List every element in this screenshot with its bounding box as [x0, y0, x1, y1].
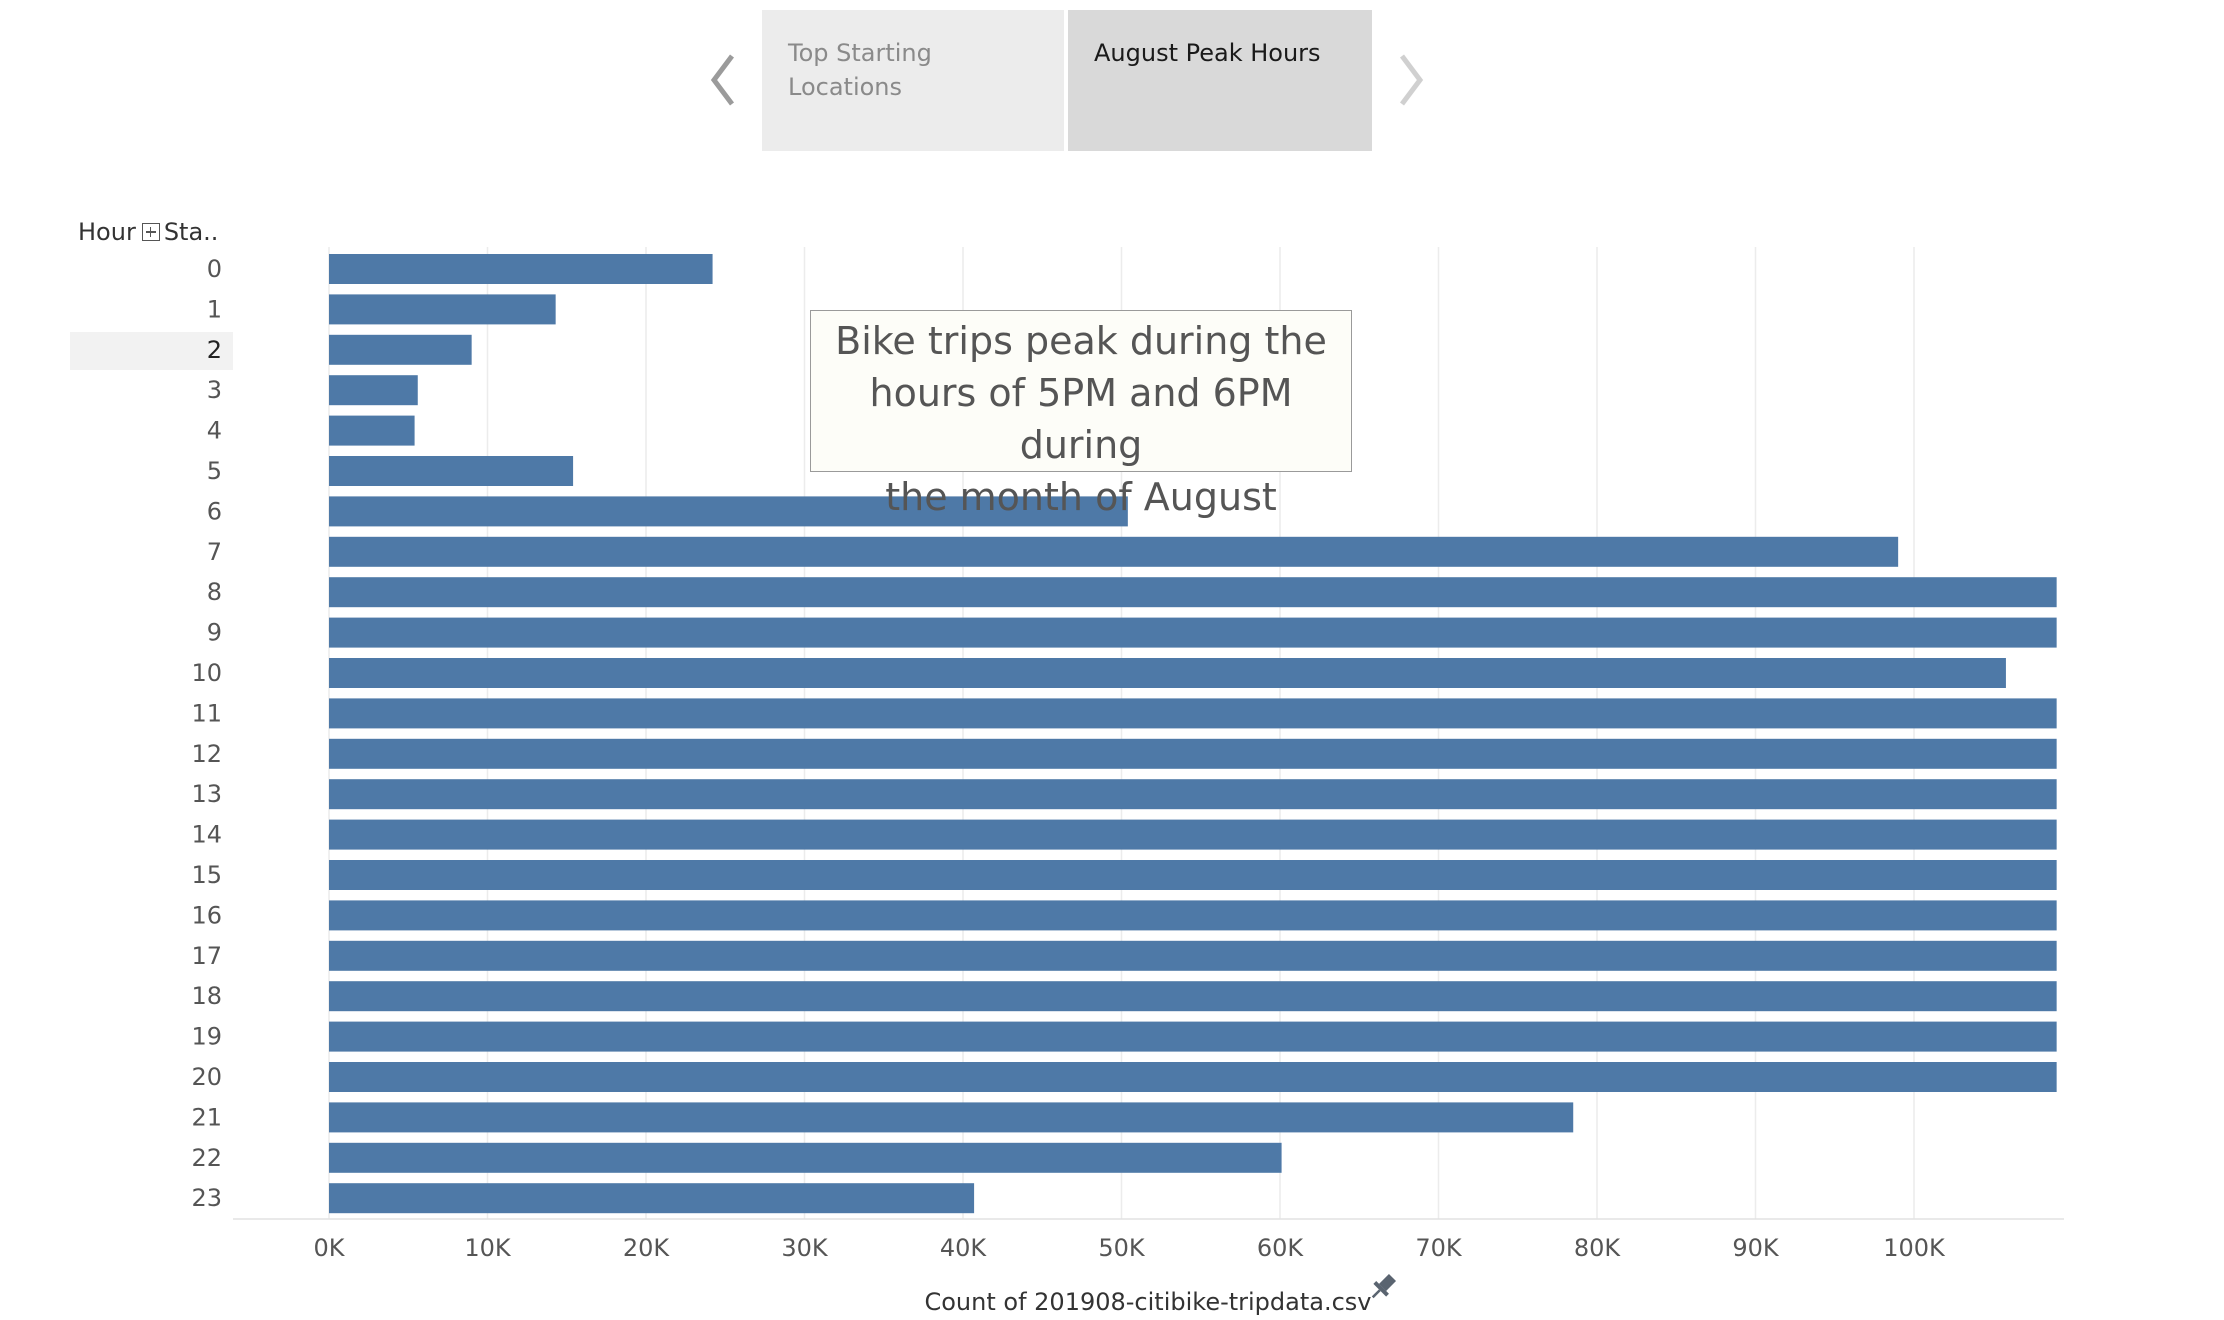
annotation-line: the month of August [885, 475, 1277, 519]
y-category-label[interactable]: 17 [191, 942, 222, 970]
x-axis-title: Count of 201908-citibike-tripdata.csv [924, 1288, 1371, 1316]
bar-hour-11[interactable] [329, 698, 2057, 729]
bar-hour-16[interactable] [329, 900, 2057, 931]
y-category-label[interactable]: 12 [191, 740, 222, 768]
bar-hour-9[interactable] [329, 617, 2057, 648]
x-tick-label: 80K [1574, 1234, 1622, 1262]
x-tick-label: 10K [464, 1234, 512, 1262]
y-category-label[interactable]: 7 [207, 538, 222, 566]
chevron-right-icon [1400, 54, 1424, 106]
start-station-field-label[interactable]: Sta.. [163, 218, 219, 246]
y-category-label[interactable]: 4 [207, 417, 222, 445]
x-tick-label: 70K [1415, 1234, 1463, 1262]
y-category-label[interactable]: 13 [191, 780, 222, 808]
y-category-label[interactable]: 1 [207, 295, 222, 323]
story-tab-august-peak-hours[interactable]: August Peak Hours [1068, 10, 1372, 151]
pin-icon[interactable] [1366, 1271, 1399, 1304]
y-category-label[interactable]: 20 [191, 1063, 222, 1091]
x-tick-label: 50K [1098, 1234, 1146, 1262]
y-category-label[interactable]: 18 [191, 982, 222, 1010]
y-category-label[interactable]: 11 [191, 699, 222, 727]
bar-hour-0[interactable] [329, 254, 713, 284]
expand-plus-icon[interactable] [141, 223, 160, 241]
bar-hour-22[interactable] [329, 1142, 1282, 1173]
y-category-label[interactable]: 8 [207, 578, 222, 606]
bar-hour-14[interactable] [329, 819, 2057, 850]
bar-hour-5[interactable] [329, 456, 574, 486]
bar-hour-18[interactable] [329, 981, 2057, 1012]
y-category-label[interactable]: 10 [191, 659, 222, 687]
y-category-label[interactable]: 22 [191, 1144, 222, 1172]
bar-hour-10[interactable] [329, 658, 2006, 688]
story-tab-label: Top Starting Locations [788, 39, 932, 101]
y-category-label[interactable]: 14 [191, 821, 222, 849]
bar-hour-20[interactable] [329, 1062, 2057, 1092]
bar-hour-21[interactable] [329, 1102, 1574, 1133]
bar-hour-3[interactable] [329, 375, 418, 406]
annotation-callout: Bike trips peak during the hours of 5PM … [810, 310, 1352, 519]
previous-story-point-button[interactable] [700, 40, 746, 120]
y-category-label[interactable]: 15 [191, 861, 222, 889]
annotation-line: hours of 5PM and 6PM during [869, 371, 1293, 467]
next-story-point-button[interactable] [1388, 40, 1434, 120]
x-tick-label: 20K [623, 1234, 671, 1262]
bar-hour-4[interactable] [329, 415, 415, 446]
bar-hour-13[interactable] [329, 779, 2057, 810]
bar-hour-12[interactable] [329, 738, 2057, 769]
y-category-label[interactable]: 0 [207, 255, 222, 283]
y-category-label[interactable]: 6 [207, 497, 222, 525]
x-tick-label: 30K [781, 1234, 829, 1262]
chevron-left-icon [710, 54, 734, 106]
y-category-label[interactable]: 9 [207, 619, 222, 647]
x-tick-label: 40K [940, 1234, 988, 1262]
y-category-label[interactable]: 21 [191, 1103, 222, 1131]
y-category-label[interactable]: 5 [207, 457, 222, 485]
selected-row-highlight [70, 332, 233, 370]
bar-hour-15[interactable] [329, 860, 2057, 890]
y-category-label[interactable]: 19 [191, 1023, 222, 1051]
hour-field-label: Hour [78, 218, 136, 246]
bar-hour-1[interactable] [329, 294, 556, 325]
x-tick-label: 100K [1883, 1234, 1946, 1262]
y-category-label[interactable]: 16 [191, 901, 222, 929]
y-category-label[interactable]: 2 [207, 336, 222, 364]
bar-hour-8[interactable] [329, 577, 2057, 608]
y-category-label[interactable]: 3 [207, 376, 222, 404]
bar-hour-19[interactable] [329, 1021, 2057, 1052]
bar-hour-17[interactable] [329, 940, 2057, 971]
annotation-line: Bike trips peak during the [835, 319, 1327, 363]
bar-hour-7[interactable] [329, 536, 1899, 567]
story-tab-label: August Peak Hours [1094, 39, 1321, 67]
row-header: Hour Sta.. [78, 216, 218, 248]
story-tab-top-starting-locations[interactable]: Top Starting Locations [762, 10, 1064, 151]
bar-hour-6[interactable] [329, 496, 1128, 527]
x-tick-label: 90K [1732, 1234, 1780, 1262]
x-tick-label: 0K [313, 1234, 345, 1262]
y-category-label[interactable]: 23 [191, 1184, 222, 1212]
bar-hour-2[interactable] [329, 334, 472, 365]
bar-hour-23[interactable] [329, 1183, 975, 1214]
x-tick-label: 60K [1257, 1234, 1305, 1262]
